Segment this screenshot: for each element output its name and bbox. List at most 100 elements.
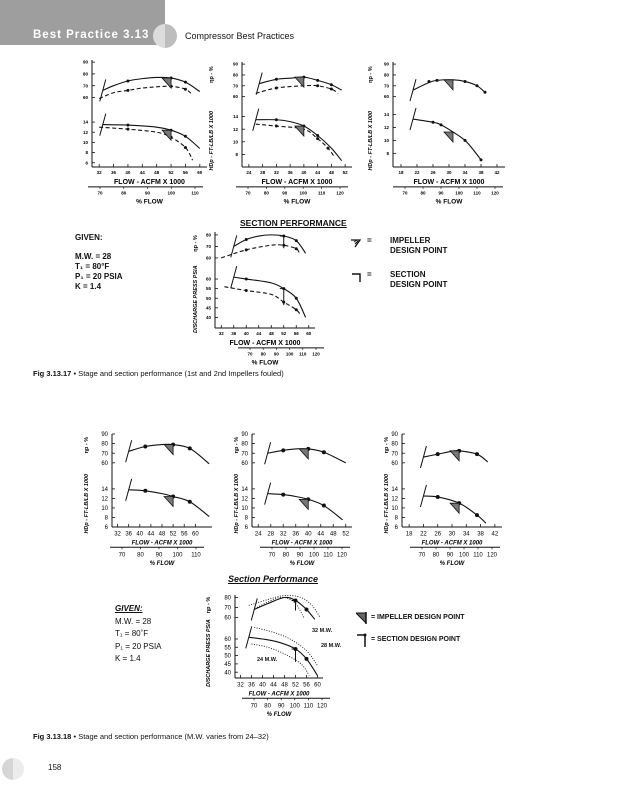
y-tick-label: 50 <box>224 654 231 660</box>
curve-bottom-solid <box>267 493 343 521</box>
data-point <box>431 120 435 124</box>
data-point <box>483 90 487 94</box>
legend-impeller-label: IMPELLER DESIGN POINT <box>390 236 447 256</box>
header-circle-ornament <box>153 24 177 48</box>
x-tick-label: 48 <box>269 331 275 336</box>
fig18-section-title: Section Performance <box>228 574 319 584</box>
pct-tick-label: 90 <box>274 351 280 356</box>
data-point <box>294 239 298 243</box>
legend-section-line2: DESIGN POINT <box>390 280 448 289</box>
x-tick-label: 26 <box>430 170 436 175</box>
x-tick-label: 30 <box>446 170 452 175</box>
header-band <box>0 0 165 45</box>
pct-tick-label: 100 <box>286 351 294 356</box>
x-tick-label: 32 <box>280 532 287 538</box>
curve-bottom-solid <box>423 495 487 524</box>
legend-impeller-line1: IMPELLER <box>390 236 431 245</box>
data-point <box>435 78 439 82</box>
impeller-design-point-icon <box>293 125 305 138</box>
x-tick-label: 24 <box>246 170 252 175</box>
pct-axis-title: % FLOW <box>284 199 312 206</box>
data-point <box>304 607 309 612</box>
y-tick-label: 80 <box>384 73 390 78</box>
y-tick-label: 14 <box>241 487 248 493</box>
data-point <box>183 134 187 138</box>
y-tick-label: 14 <box>101 487 108 493</box>
surge-line <box>409 79 417 102</box>
x-axis-title: FLOW - ACFM X 1000 <box>422 540 483 546</box>
efficiency-axis-title: ηp - % <box>384 437 390 454</box>
x-tick-label: 48 <box>281 683 288 689</box>
data-point <box>187 499 192 504</box>
data-point <box>316 84 320 88</box>
pct-tick-label: 70 <box>402 190 408 195</box>
x-tick-label: 32 <box>219 331 225 336</box>
data-point <box>244 277 248 281</box>
y-tick-label: 14 <box>233 114 239 119</box>
y-tick-label: 8 <box>386 151 389 156</box>
pct-tick-label: 90 <box>438 190 444 195</box>
y-tick-label: 70 <box>101 451 108 457</box>
y-tick-label: 8 <box>85 150 88 155</box>
y-tick-label: 10 <box>241 506 248 512</box>
mw-label-24: 24 M.W. <box>257 657 278 663</box>
impeller-design-point-icon <box>449 450 460 462</box>
caption-label: Fig 3.13.18 <box>33 732 72 741</box>
pct-tick-label: 90 <box>156 552 163 558</box>
y-tick-label: 10 <box>101 506 108 512</box>
head-axis-title: HDp - FT-LB/LB X 1000 <box>209 111 215 171</box>
pct-tick-label: 110 <box>318 190 326 195</box>
data-point <box>321 503 326 508</box>
x-tick-label: 18 <box>398 170 404 175</box>
y-tick-label: 40 <box>224 670 231 676</box>
pct-tick-label: 70 <box>269 552 276 558</box>
efficiency-axis-title: ηp - % <box>234 437 240 454</box>
x-tick-label: 56 <box>183 170 189 175</box>
x-tick-label: 60 <box>314 683 321 689</box>
pct-tick-label: 100 <box>290 703 301 709</box>
y-tick-label: 90 <box>384 62 390 67</box>
given-p1: P₁ = 20 PSIA <box>115 641 162 651</box>
x-tick-label: 48 <box>159 532 166 538</box>
data-point <box>126 123 130 127</box>
x-tick-label: 44 <box>270 683 277 689</box>
pct-axis-title: % FLOW <box>136 199 164 206</box>
pct-axis-title: % FLOW <box>252 360 280 367</box>
data-point <box>274 118 278 122</box>
data-point <box>329 87 333 91</box>
data-point <box>326 146 330 150</box>
x-tick-label: 34 <box>462 170 468 175</box>
pct-tick-label: 110 <box>191 552 201 558</box>
page-number: 158 <box>48 763 62 772</box>
pct-tick-label: 110 <box>191 190 199 195</box>
pct-tick-label: 100 <box>299 190 307 195</box>
y-tick-label: 70 <box>233 83 239 88</box>
x-tick-label: 52 <box>281 331 287 336</box>
impeller-design-point-icon <box>163 496 174 508</box>
x-tick-label: 38 <box>478 170 484 175</box>
y-tick-label: 14 <box>83 120 89 125</box>
data-point <box>274 86 278 90</box>
x-axis-title: FLOW - ACFM X 1000 <box>249 691 310 697</box>
curve-bottom-solid <box>412 118 482 161</box>
data-point <box>463 79 467 83</box>
legend-section-label: SECTION DESIGN POINT <box>390 270 447 290</box>
data-point <box>281 492 286 497</box>
x-tick-label: 28 <box>267 532 274 538</box>
efficiency-axis-title: ηp - % <box>368 66 374 83</box>
y-tick-label: 60 <box>384 94 390 99</box>
surge-line <box>125 440 133 463</box>
y-tick-label: 80 <box>101 442 108 448</box>
y-tick-label: 6 <box>245 525 249 531</box>
y-tick-label: 60 <box>206 277 212 282</box>
data-point <box>274 77 278 81</box>
y-tick-label: 60 <box>83 95 89 100</box>
y-tick-label: 60 <box>224 637 231 643</box>
y-tick-label: 80 <box>206 232 212 237</box>
impeller-design-point-icon <box>449 502 460 515</box>
caption-text: Stage and section performance (M.W. vari… <box>78 732 269 741</box>
x-axis-title: FLOW - ACFM X 1000 <box>230 340 301 347</box>
x-tick-label: 36 <box>125 532 132 538</box>
pct-tick-label: 90 <box>278 703 285 709</box>
x-tick-label: 22 <box>414 170 420 175</box>
